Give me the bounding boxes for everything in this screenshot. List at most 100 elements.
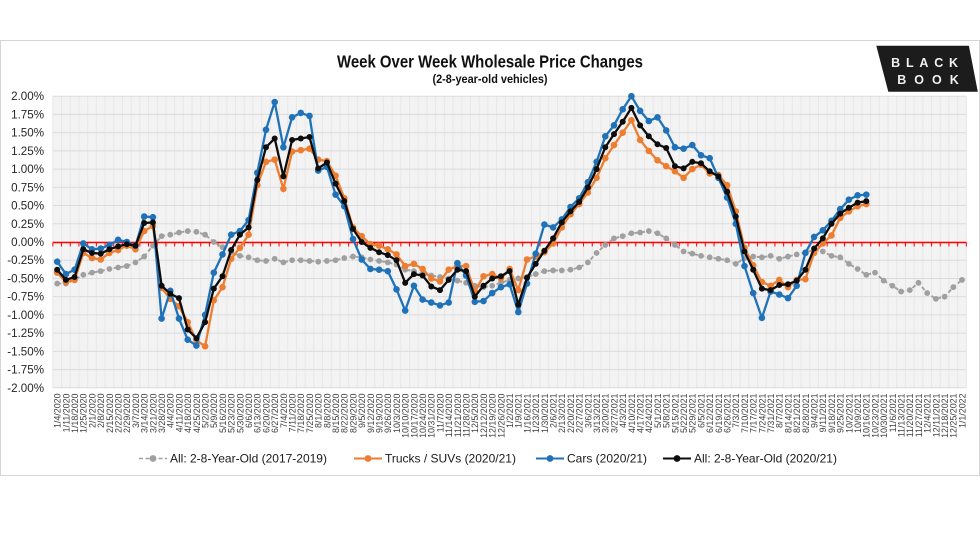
svg-text:8/21/2021: 8/21/2021: [792, 393, 802, 433]
svg-text:5/23/2020: 5/23/2020: [227, 393, 237, 433]
svg-text:1/25/2020: 1/25/2020: [79, 393, 89, 433]
svg-text:9/26/2020: 9/26/2020: [383, 393, 393, 433]
svg-text:9/5/2020: 9/5/2020: [357, 393, 367, 428]
svg-text:8/1/2020: 8/1/2020: [314, 393, 324, 428]
svg-text:10/2/2021: 10/2/2021: [844, 393, 854, 433]
svg-text:5/9/2020: 5/9/2020: [209, 393, 219, 428]
svg-text:7/4/2020: 7/4/2020: [279, 393, 289, 428]
svg-text:1.50%: 1.50%: [11, 127, 44, 140]
svg-text:-0.25%: -0.25%: [7, 254, 44, 267]
svg-text:2/20/2021: 2/20/2021: [566, 393, 576, 433]
svg-text:0.50%: 0.50%: [11, 200, 44, 213]
svg-text:-0.75%: -0.75%: [7, 291, 44, 304]
svg-text:2/1/2020: 2/1/2020: [87, 393, 97, 428]
svg-text:1/18/2020: 1/18/2020: [70, 393, 80, 433]
svg-text:12/26/2020: 12/26/2020: [496, 393, 506, 437]
svg-text:3/6/2021: 3/6/2021: [583, 393, 593, 428]
svg-text:4/4/2020: 4/4/2020: [166, 393, 176, 428]
svg-text:1.25%: 1.25%: [11, 145, 44, 158]
svg-text:12/25/2021: 12/25/2021: [949, 393, 959, 437]
svg-text:12/11/2021: 12/11/2021: [931, 393, 941, 437]
svg-text:11/28/2020: 11/28/2020: [462, 393, 472, 437]
svg-text:All: 2-8-Year-Old (2017-2019): All: 2-8-Year-Old (2017-2019): [170, 451, 327, 465]
svg-text:8/14/2021: 8/14/2021: [783, 393, 793, 433]
svg-text:5/8/2021: 5/8/2021: [662, 393, 672, 428]
svg-text:0.75%: 0.75%: [11, 181, 44, 194]
svg-text:3/20/2021: 3/20/2021: [601, 393, 611, 433]
svg-text:4/24/2021: 4/24/2021: [644, 393, 654, 433]
svg-text:7/25/2020: 7/25/2020: [305, 393, 315, 433]
svg-text:10/31/2020: 10/31/2020: [427, 393, 437, 437]
svg-text:7/10/2021: 7/10/2021: [740, 393, 750, 433]
svg-text:4/10/2021: 4/10/2021: [627, 393, 637, 433]
svg-text:4/17/2021: 4/17/2021: [636, 393, 646, 433]
svg-text:6/12/2021: 6/12/2021: [705, 393, 715, 433]
svg-text:5/15/2021: 5/15/2021: [670, 393, 680, 433]
svg-text:1.75%: 1.75%: [11, 108, 44, 121]
svg-text:9/19/2020: 9/19/2020: [375, 393, 385, 433]
svg-text:8/29/2020: 8/29/2020: [348, 393, 358, 433]
svg-text:3/7/2020: 3/7/2020: [131, 393, 141, 428]
svg-text:7/24/2021: 7/24/2021: [757, 393, 767, 433]
svg-text:2.00%: 2.00%: [11, 90, 44, 103]
svg-text:10/23/2021: 10/23/2021: [870, 393, 880, 437]
svg-text:(2-8-year-old vehicles): (2-8-year-old vehicles): [433, 72, 548, 86]
svg-text:12/19/2020: 12/19/2020: [488, 393, 498, 437]
svg-text:2/6/2021: 2/6/2021: [549, 393, 559, 428]
svg-text:9/25/2021: 9/25/2021: [836, 393, 846, 433]
svg-text:2/15/2020: 2/15/2020: [105, 393, 115, 433]
svg-text:5/29/2021: 5/29/2021: [688, 393, 698, 433]
svg-text:9/4/2021: 9/4/2021: [810, 393, 820, 428]
svg-text:-1.25%: -1.25%: [7, 327, 44, 340]
svg-text:11/6/2021: 11/6/2021: [888, 393, 898, 432]
svg-text:11/7/2020: 11/7/2020: [435, 393, 445, 432]
svg-text:11/20/2021: 11/20/2021: [905, 393, 915, 437]
svg-text:10/24/2020: 10/24/2020: [418, 393, 428, 437]
svg-text:11/21/2020: 11/21/2020: [453, 393, 463, 437]
svg-text:10/17/2020: 10/17/2020: [409, 393, 419, 437]
svg-text:5/1/2021: 5/1/2021: [653, 393, 663, 428]
svg-text:BOOK: BOOK: [897, 73, 967, 87]
svg-text:12/5/2020: 12/5/2020: [470, 393, 480, 433]
svg-text:9/12/2020: 9/12/2020: [366, 393, 376, 433]
svg-text:1/30/2021: 1/30/2021: [540, 393, 550, 433]
svg-text:Trucks / SUVs (2020/21): Trucks / SUVs (2020/21): [385, 451, 516, 465]
svg-text:-0.50%: -0.50%: [7, 272, 44, 285]
svg-text:10/10/2020: 10/10/2020: [401, 393, 411, 437]
svg-text:8/7/2021: 8/7/2021: [775, 393, 785, 428]
svg-text:4/25/2020: 4/25/2020: [192, 393, 202, 433]
svg-text:5/16/2020: 5/16/2020: [218, 393, 228, 433]
svg-text:3/14/2020: 3/14/2020: [140, 393, 150, 433]
svg-text:All: 2-8-Year-Old (2020/21): All: 2-8-Year-Old (2020/21): [694, 451, 837, 465]
svg-text:8/15/2020: 8/15/2020: [331, 393, 341, 433]
svg-text:5/22/2021: 5/22/2021: [679, 393, 689, 433]
svg-text:12/4/2021: 12/4/2021: [923, 393, 933, 433]
svg-text:12/18/2021: 12/18/2021: [940, 393, 950, 437]
svg-text:1/4/2020: 1/4/2020: [53, 393, 63, 428]
svg-text:2/22/2020: 2/22/2020: [114, 393, 124, 433]
svg-text:11/27/2021: 11/27/2021: [914, 393, 924, 437]
svg-text:0.25%: 0.25%: [11, 218, 44, 231]
svg-text:1/16/2021: 1/16/2021: [522, 393, 532, 433]
svg-text:10/30/2021: 10/30/2021: [879, 393, 889, 437]
svg-text:7/17/2021: 7/17/2021: [749, 393, 759, 433]
svg-text:BLACK: BLACK: [891, 56, 964, 70]
svg-text:3/13/2021: 3/13/2021: [592, 393, 602, 433]
svg-text:4/18/2020: 4/18/2020: [183, 393, 193, 433]
svg-text:6/20/2020: 6/20/2020: [261, 393, 271, 433]
svg-text:1.00%: 1.00%: [11, 163, 44, 176]
svg-text:5/30/2020: 5/30/2020: [235, 393, 245, 433]
svg-text:-1.50%: -1.50%: [7, 345, 44, 358]
svg-text:8/28/2021: 8/28/2021: [801, 393, 811, 433]
svg-text:-2.00%: -2.00%: [7, 382, 44, 395]
svg-text:2/29/2020: 2/29/2020: [122, 393, 132, 433]
svg-text:1/9/2021: 1/9/2021: [514, 393, 524, 428]
svg-text:Week Over Week Wholesale Price: Week Over Week Wholesale Price Changes: [337, 52, 643, 72]
svg-text:2/27/2021: 2/27/2021: [575, 393, 585, 433]
svg-text:1/23/2021: 1/23/2021: [531, 393, 541, 433]
svg-text:7/18/2020: 7/18/2020: [296, 393, 306, 433]
svg-text:1/1/2022: 1/1/2022: [957, 393, 967, 428]
svg-text:-1.00%: -1.00%: [7, 309, 44, 322]
svg-text:8/8/2020: 8/8/2020: [322, 393, 332, 428]
svg-text:2/8/2020: 2/8/2020: [96, 393, 106, 428]
